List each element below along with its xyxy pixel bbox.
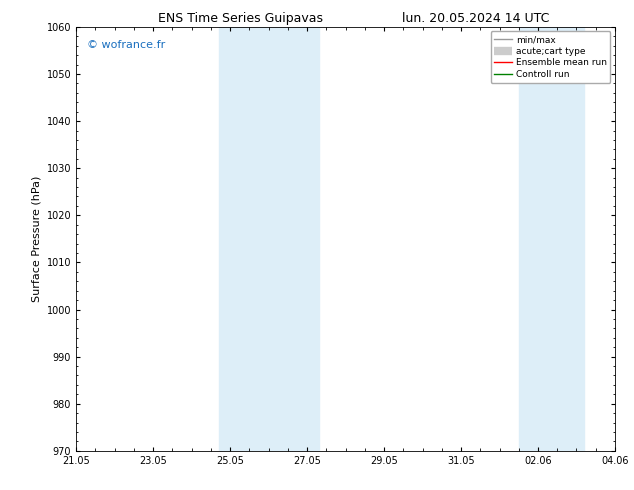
Text: ENS Time Series Guipavas: ENS Time Series Guipavas (158, 12, 323, 25)
Bar (280, 27, 318, 451)
Text: lun. 20.05.2024 14 UTC: lun. 20.05.2024 14 UTC (402, 12, 549, 25)
Bar (219, 27, 280, 451)
Y-axis label: Surface Pressure (hPa): Surface Pressure (hPa) (31, 176, 41, 302)
Text: © wofrance.fr: © wofrance.fr (87, 40, 165, 49)
Legend: min/max, acute;cart type, Ensemble mean run, Controll run: min/max, acute;cart type, Ensemble mean … (491, 31, 611, 83)
Bar (519, 27, 584, 451)
